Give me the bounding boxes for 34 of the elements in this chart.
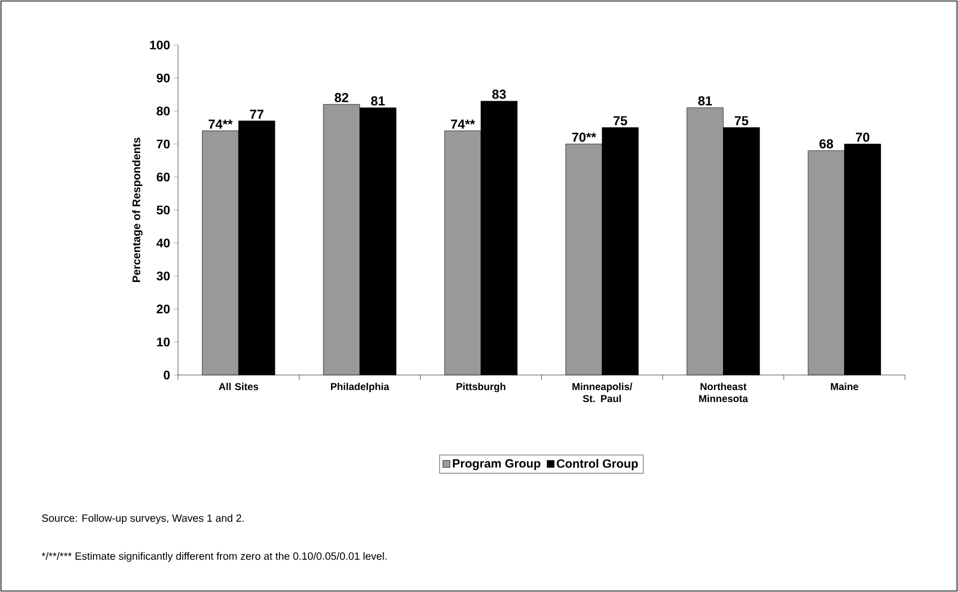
x-tick-label: Philadelphia: [330, 382, 390, 392]
data-label: 74**: [208, 120, 233, 129]
data-label: 77: [250, 110, 264, 119]
y-tick-label: 100: [150, 40, 170, 50]
y-tick-label: 80: [156, 106, 170, 116]
x-tick-label: Minneapolis/ St. Paul: [572, 382, 632, 402]
data-label: 70: [856, 132, 870, 142]
y-tick-label: 10: [157, 338, 170, 346]
y-tick-label: 30: [156, 272, 170, 280]
data-label: 75: [734, 116, 748, 126]
source-note: Source: Follow-up surveys, Waves 1 and 2.: [42, 514, 244, 524]
legend-label: Program Group: [452, 459, 540, 470]
y-tick-label: 0: [164, 370, 170, 380]
text: */**/*** Estimate significantly different from zero at the 0.10/0.05/0.01 level.: [42, 552, 386, 562]
y-tick-label: 90: [156, 74, 170, 82]
x-tick-label: Maine: [830, 382, 858, 390]
y-axis-title: Percentage of Respondents: [132, 138, 142, 282]
y-tick-label: 70: [156, 140, 170, 148]
data-label: 83: [492, 90, 506, 99]
y-tick-label: 60: [156, 172, 170, 182]
y-tick-label: 50: [156, 206, 170, 214]
data-label: 82: [334, 92, 348, 102]
data-label: 68: [819, 139, 834, 148]
x-tick-label: Pittsburgh: [456, 382, 506, 392]
data-label: 74**: [451, 120, 476, 129]
data-label: 70**: [572, 132, 596, 142]
data-label: 81: [371, 96, 385, 106]
x-tick-label: Northeast Minnesota: [699, 382, 748, 402]
y-tick-label: 40: [156, 238, 170, 248]
data-label: 81: [698, 96, 712, 106]
y-tick-label: 20: [156, 304, 170, 314]
x-tick-label: All Sites: [218, 382, 258, 390]
data-label: 75: [614, 116, 628, 126]
legend-label: Control Group: [556, 459, 638, 470]
